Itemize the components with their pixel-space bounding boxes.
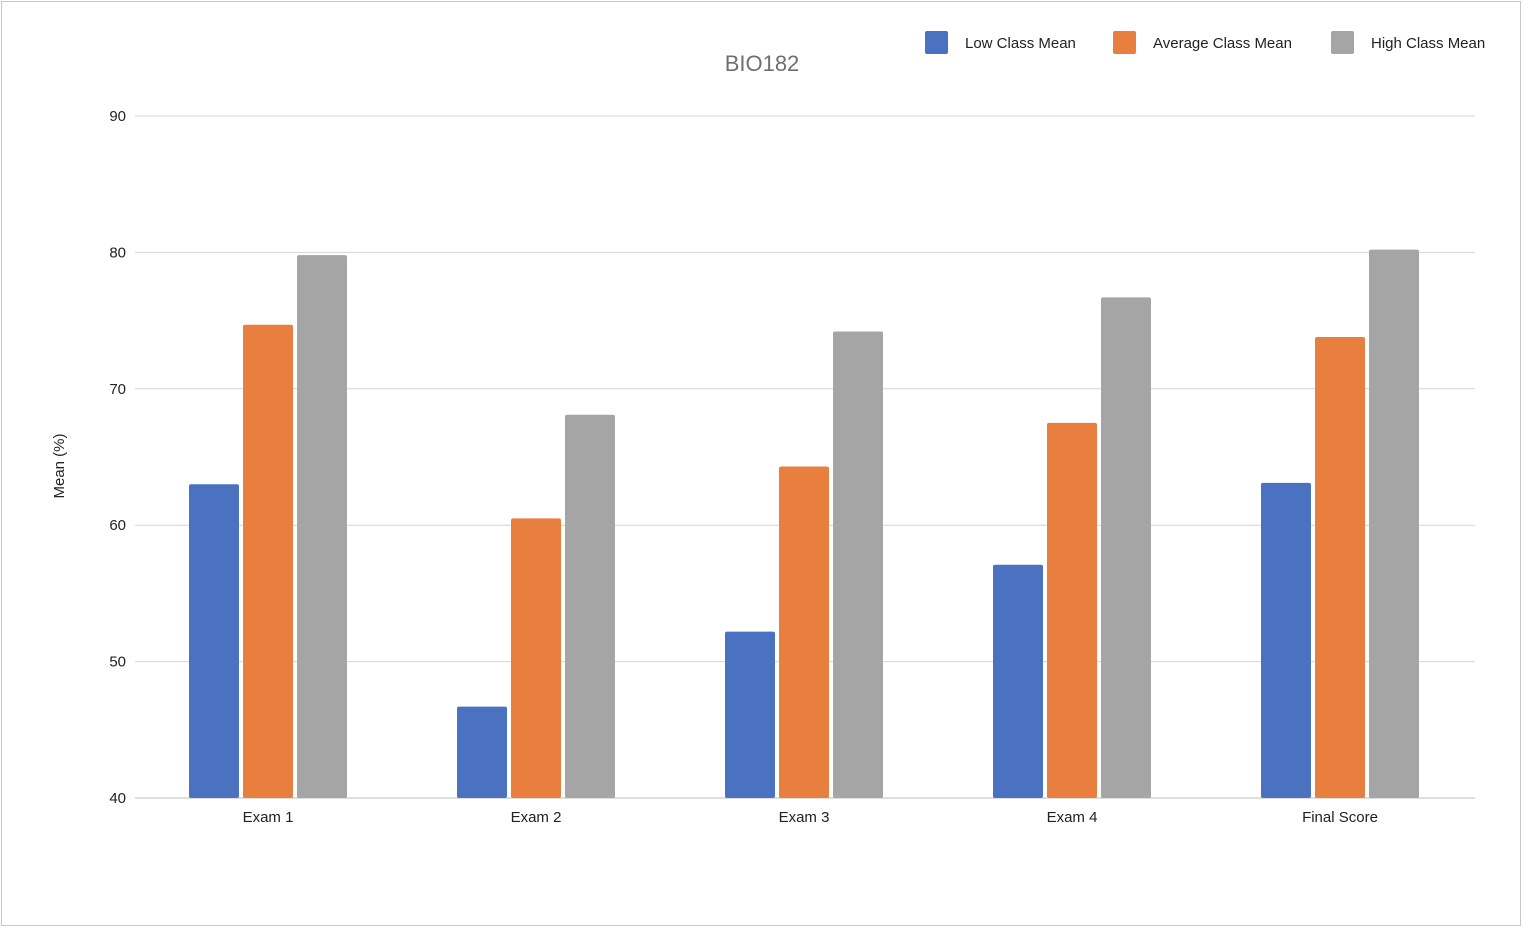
bar-high-class-mean bbox=[1101, 297, 1151, 798]
y-tick-label: 70 bbox=[109, 381, 126, 398]
legend-label: Average Class Mean bbox=[1153, 35, 1292, 52]
chart-title: BIO182 bbox=[725, 51, 800, 76]
legend-swatch bbox=[925, 31, 948, 54]
y-axis-label: Mean (%) bbox=[51, 433, 68, 498]
legend-label: Low Class Mean bbox=[965, 35, 1076, 52]
bar-average-class-mean bbox=[779, 466, 829, 798]
y-tick-label: 60 bbox=[109, 517, 126, 534]
x-tick-label: Exam 4 bbox=[1047, 809, 1098, 826]
x-tick-label: Exam 3 bbox=[779, 809, 830, 826]
bar-low-class-mean bbox=[725, 631, 775, 798]
bar-average-class-mean bbox=[1315, 336, 1365, 798]
bar-average-class-mean bbox=[1047, 422, 1097, 798]
bar-high-class-mean bbox=[297, 255, 347, 799]
x-tick-label: Exam 1 bbox=[243, 809, 294, 826]
bar-high-class-mean bbox=[833, 331, 883, 798]
bar-low-class-mean bbox=[1261, 482, 1311, 798]
x-tick-label: Final Score bbox=[1302, 809, 1378, 826]
bar-low-class-mean bbox=[993, 564, 1043, 798]
y-tick-label: 50 bbox=[109, 654, 126, 671]
legend-swatch bbox=[1331, 31, 1354, 54]
legend-swatch bbox=[1113, 31, 1136, 54]
y-tick-label: 90 bbox=[109, 108, 126, 125]
legend-label: High Class Mean bbox=[1371, 35, 1485, 52]
x-tick-label: Exam 2 bbox=[511, 809, 562, 826]
bar-low-class-mean bbox=[457, 706, 507, 798]
bar-high-class-mean bbox=[565, 414, 615, 798]
y-tick-label: 80 bbox=[109, 244, 126, 261]
bar-low-class-mean bbox=[189, 484, 239, 798]
y-tick-label: 40 bbox=[109, 790, 126, 807]
bar-average-class-mean bbox=[511, 518, 561, 798]
bar-high-class-mean bbox=[1369, 249, 1419, 798]
bar-average-class-mean bbox=[243, 324, 293, 798]
